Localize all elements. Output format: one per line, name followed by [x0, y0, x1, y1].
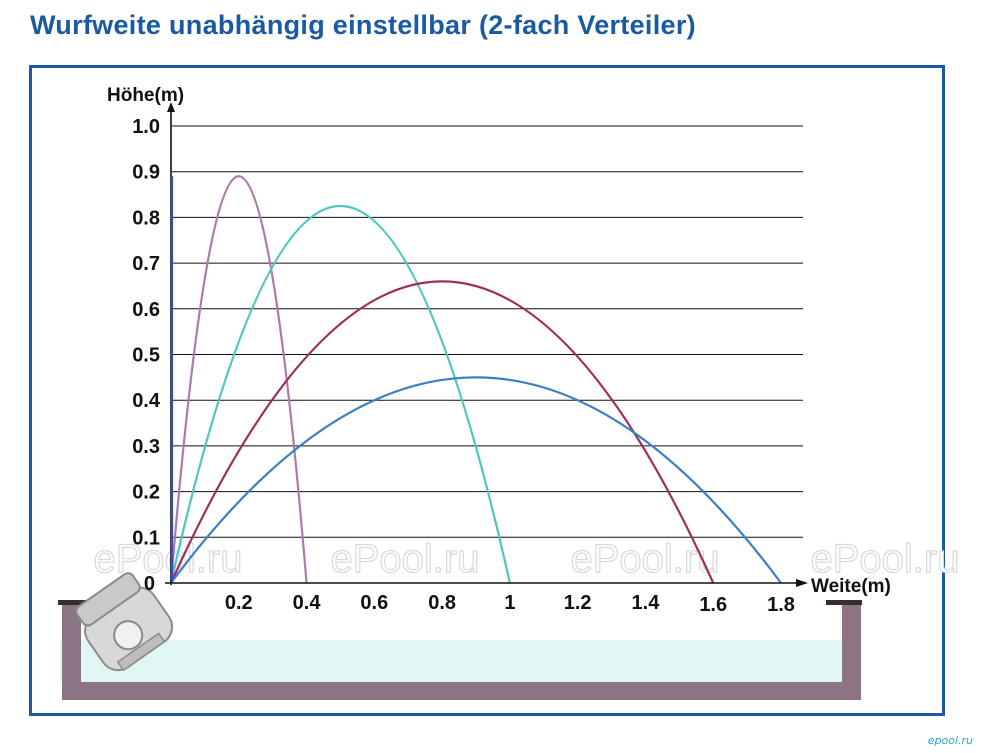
y-tick-label: 0.4 [132, 390, 161, 412]
y-tick-label: 0.2 [132, 482, 160, 504]
pool-water [60, 640, 842, 682]
x-tick-label: 0.2 [225, 592, 253, 614]
pool-edge-right [826, 600, 862, 605]
series-line-2 [169, 204, 511, 584]
x-axis-arrow [796, 579, 808, 587]
nozzle-icon [75, 572, 174, 672]
x-tick-label: 0.6 [360, 592, 388, 614]
brand-logo: epool.ru [927, 734, 973, 747]
series-layer [169, 175, 782, 584]
y-tick-label: 0.1 [132, 527, 160, 549]
watermark-text: ePool.ru [811, 537, 960, 581]
pool-floor [62, 682, 861, 700]
y-tick-label: 1.0 [132, 116, 160, 138]
x-tick-label: 0.4 [293, 592, 322, 614]
y-tick-label: 0.8 [132, 207, 160, 229]
x-tick-label: 1 [504, 592, 515, 614]
x-tick-label: 1.8 [767, 594, 795, 616]
x-tick-label: 0.8 [428, 592, 456, 614]
y-tick-label: 0.7 [132, 253, 160, 275]
x-tick-label: 1.6 [699, 594, 727, 616]
watermark-text: ePool.ru [571, 537, 720, 581]
tick-labels: 0 0.1 0.2 0.3 0.4 0.5 0.6 0.7 0.8 0.9 1.0 0.2 0.4 0.6… [132, 116, 795, 616]
y-tick-label: 0.9 [132, 162, 160, 184]
chart-title: Wurfweite unabhängig einstellbar (2-fach… [30, 10, 696, 40]
y-tick-label: 0.6 [132, 299, 160, 321]
y-tick-label: 0 [144, 573, 155, 595]
pool-illustration [58, 600, 862, 700]
watermark-layer: ePool.ru ePool.ru ePool.ru ePool.ru [93, 536, 960, 581]
x-tick-label: 1.2 [564, 592, 592, 614]
x-axis-title: Weite(m) [811, 576, 891, 597]
watermark-text: ePool.ru [331, 537, 480, 581]
axes: Höhe(m) Weite(m) [107, 85, 891, 597]
pool-wall-right [842, 600, 861, 700]
pool-edge-left [58, 600, 96, 605]
y-axis-title: Höhe(m) [107, 85, 184, 106]
y-axis-arrow [167, 102, 175, 112]
watermark-text: ePool.ru [94, 537, 243, 581]
pool-wall-left [62, 600, 81, 700]
y-tick-label: 0.3 [132, 436, 160, 458]
y-tick-label: 0.5 [132, 345, 160, 367]
chart-frame [29, 65, 945, 716]
x-tick-label: 1.4 [632, 592, 661, 614]
series-line-4 [170, 376, 782, 584]
